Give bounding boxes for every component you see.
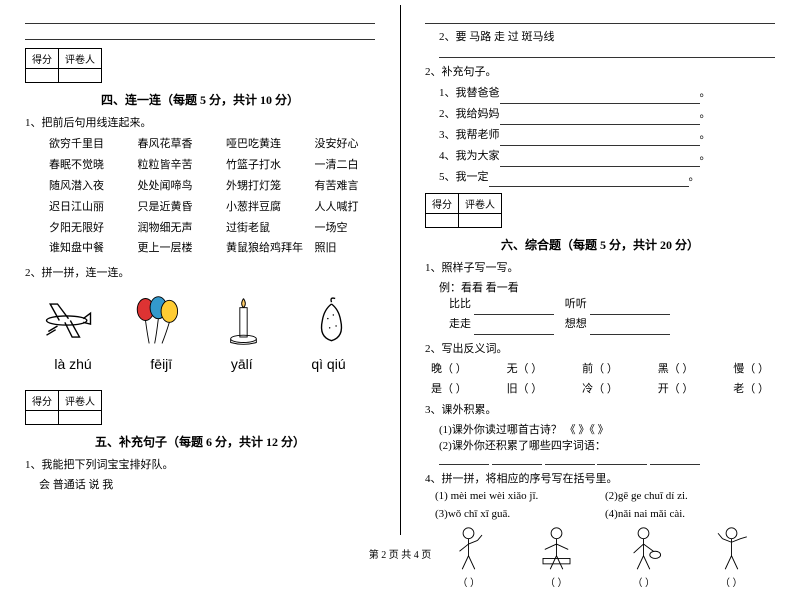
- q4-1: 1、把前后句用线连起来。: [25, 114, 375, 130]
- fill-blank[interactable]: [590, 323, 670, 335]
- fill-blank[interactable]: [474, 303, 554, 315]
- grader-label: 评卷人: [59, 49, 102, 69]
- section6-title: 六、综合题（每题 5 分，共计 20 分）: [425, 236, 775, 253]
- section4-title: 四、连一连（每题 5 分，共计 10 分）: [25, 91, 375, 108]
- q6-3a: (1)课外你读过哪首古诗？ 《 》《 》: [425, 421, 775, 437]
- section5-title: 五、补充句子（每题 6 分，共计 12 分）: [25, 433, 375, 450]
- candle-icon: [216, 293, 271, 348]
- antonym-row: 晚（ ）无（ ）前（ ）黑（ ）慢（ ）: [425, 360, 775, 376]
- blank-line: [25, 26, 375, 40]
- q6-4: 4、拼一拼，将相应的序号写在括号里。: [425, 470, 775, 486]
- option-row: (3)wǒ chī xī guā.(4)nǎi nai mǎi cài.: [425, 508, 775, 520]
- balloons-icon: [129, 293, 184, 348]
- fill-blank[interactable]: [439, 453, 489, 465]
- fill-blank[interactable]: [545, 453, 595, 465]
- q6-3: 3、课外积累。: [425, 401, 775, 417]
- pinyin-row: là zhú fēijī yālí qì qiú: [25, 356, 375, 372]
- airplane-icon: [41, 293, 96, 348]
- column-divider: [400, 5, 401, 535]
- q4-2: 2、拼一拼，连一连。: [25, 264, 375, 280]
- pear-icon: [304, 293, 359, 348]
- right-column: 2、要 马路 走 过 斑马线 2、补充句子。 1、我替爸爸。 2、我给妈妈。 3…: [400, 0, 800, 545]
- q5-1-item2: 2、要 马路 走 过 斑马线: [425, 28, 775, 44]
- fill-blank[interactable]: [489, 175, 689, 187]
- fill-blank[interactable]: [590, 303, 670, 315]
- score-box: 得分评卷人: [25, 390, 102, 425]
- q5-1-words: 会 普通话 说 我: [25, 476, 375, 492]
- left-column: 得分评卷人 四、连一连（每题 5 分，共计 10 分） 1、把前后句用线连起来。…: [0, 0, 400, 545]
- fill-blank[interactable]: [650, 453, 700, 465]
- match-lines: 欲穷千里目春风花草香哑巴吃黄连没安好心 春眠不觉晓粒粒皆辛苦竹篮子打水一清二白 …: [25, 134, 375, 259]
- pinyin-item: là zhú: [54, 356, 91, 372]
- q6-2: 2、写出反义词。: [425, 340, 775, 356]
- pinyin-item: yālí: [231, 356, 253, 372]
- pinyin-item: qì qiú: [311, 356, 345, 372]
- page-footer: 第 2 页 共 4 页: [0, 546, 800, 561]
- q6-1-ex: 例：看看 看一看: [425, 279, 775, 295]
- q5-1: 1、我能把下列词宝宝排好队。: [25, 456, 375, 472]
- score-label: 得分: [26, 49, 59, 69]
- pinyin-item: fēijī: [150, 356, 172, 372]
- antonym-row: 是（ ）旧（ ）冷（ ）开（ ）老（ ）: [425, 380, 775, 396]
- option-row: (1) mèi mei wèi xiǎo jī.(2)gē ge chuī dí…: [425, 490, 775, 502]
- fill-blank[interactable]: [500, 92, 700, 104]
- q6-3b: (2)课外你还积累了哪些四字词语：: [425, 437, 775, 453]
- score-box: 得分评卷人: [425, 193, 502, 228]
- image-row: [25, 290, 375, 350]
- blank-line: [425, 10, 775, 24]
- score-box: 得分评卷人: [25, 48, 102, 83]
- fill-blank[interactable]: [597, 453, 647, 465]
- blank-line: [439, 44, 775, 58]
- blank-line: [25, 10, 375, 24]
- fill-list: 1、我替爸爸。 2、我给妈妈。 3、我帮老师。 4、我为大家。 5、我一定。: [425, 83, 775, 187]
- fill-blank[interactable]: [474, 323, 554, 335]
- q6-1-words: 比比 听听 走走 想想: [425, 295, 775, 335]
- q5-2: 2、补充句子。: [425, 63, 775, 79]
- fill-blank[interactable]: [492, 453, 542, 465]
- q6-1: 1、照样子写一写。: [425, 259, 775, 275]
- fill-blank[interactable]: [500, 113, 700, 125]
- fill-blank[interactable]: [500, 155, 700, 167]
- fill-blank[interactable]: [500, 134, 700, 146]
- bracket-row: （ ） （ ） （ ） （ ）: [425, 574, 775, 589]
